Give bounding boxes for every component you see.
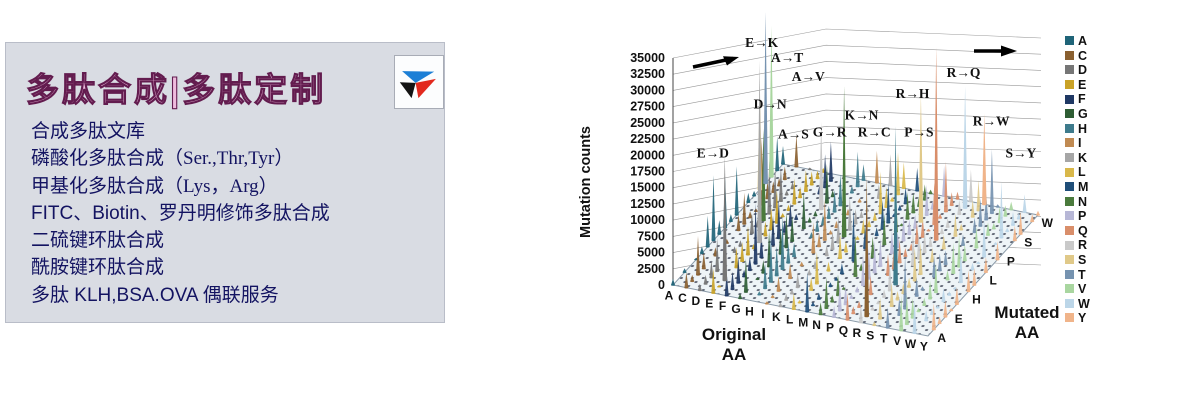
- svg-text:Mutation counts: Mutation counts: [578, 126, 594, 238]
- svg-text:V: V: [893, 334, 901, 348]
- svg-text:A: A: [937, 331, 946, 345]
- svg-text:32500: 32500: [630, 67, 665, 81]
- svg-text:P→S: P→S: [904, 124, 933, 139]
- svg-text:G: G: [731, 302, 740, 316]
- svg-text:F: F: [719, 299, 726, 313]
- svg-text:P: P: [826, 321, 834, 335]
- svg-text:D: D: [691, 294, 700, 308]
- svg-text:C: C: [678, 291, 687, 305]
- svg-text:22500: 22500: [630, 132, 665, 146]
- svg-text:G→R: G→R: [813, 124, 847, 139]
- svg-text:S: S: [866, 329, 874, 343]
- svg-text:A→S: A→S: [778, 126, 809, 141]
- svg-text:H: H: [745, 305, 754, 319]
- svg-text:S: S: [1024, 235, 1032, 249]
- svg-text:17500: 17500: [630, 165, 665, 179]
- svg-text:R: R: [852, 326, 861, 340]
- svg-text:2500: 2500: [637, 262, 665, 276]
- svg-text:35000: 35000: [630, 51, 665, 65]
- svg-text:W: W: [1042, 216, 1054, 230]
- svg-text:E→K: E→K: [745, 35, 779, 50]
- svg-text:A: A: [665, 289, 674, 303]
- svg-text:E→D: E→D: [697, 146, 730, 161]
- svg-text:P: P: [1007, 255, 1015, 269]
- svg-text:W: W: [905, 337, 917, 351]
- svg-text:R→C: R→C: [858, 124, 891, 139]
- svg-text:Y: Y: [920, 340, 928, 354]
- svg-text:K→N: K→N: [845, 107, 879, 122]
- svg-text:M: M: [798, 315, 808, 329]
- svg-text:7500: 7500: [637, 229, 665, 243]
- svg-text:H: H: [972, 293, 981, 307]
- svg-text:Mutated: Mutated: [994, 303, 1059, 322]
- svg-text:R→H: R→H: [896, 86, 930, 101]
- svg-text:A→T: A→T: [771, 50, 803, 65]
- svg-text:10000: 10000: [630, 213, 665, 227]
- svg-text:R→W: R→W: [973, 114, 1010, 129]
- svg-text:30000: 30000: [630, 83, 665, 97]
- svg-text:S→Y: S→Y: [1006, 146, 1037, 161]
- svg-text:AA: AA: [722, 345, 747, 364]
- svg-text:12500: 12500: [630, 197, 665, 211]
- svg-text:Q: Q: [839, 323, 848, 337]
- svg-text:K: K: [772, 310, 781, 324]
- svg-text:L: L: [990, 274, 997, 288]
- svg-text:20000: 20000: [630, 148, 665, 162]
- svg-text:E: E: [705, 297, 713, 311]
- svg-text:D→N: D→N: [754, 97, 787, 112]
- svg-text:T: T: [880, 331, 888, 345]
- svg-text:25000: 25000: [630, 116, 665, 130]
- svg-text:15000: 15000: [630, 181, 665, 195]
- svg-text:Original: Original: [702, 325, 766, 344]
- svg-text:I: I: [761, 307, 764, 321]
- svg-text:AA: AA: [1015, 323, 1040, 342]
- svg-text:A→V: A→V: [792, 69, 825, 84]
- svg-text:N: N: [812, 318, 821, 332]
- svg-text:E: E: [955, 312, 963, 326]
- svg-text:L: L: [786, 313, 793, 327]
- svg-text:R→Q: R→Q: [947, 65, 981, 80]
- svg-text:27500: 27500: [630, 100, 665, 114]
- svg-text:5000: 5000: [637, 246, 665, 260]
